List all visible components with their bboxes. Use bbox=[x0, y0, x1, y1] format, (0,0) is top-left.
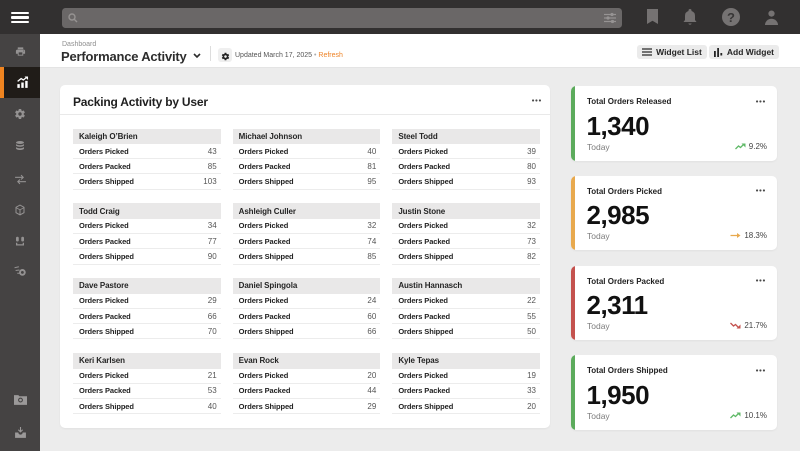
svg-text:?: ? bbox=[727, 10, 735, 25]
